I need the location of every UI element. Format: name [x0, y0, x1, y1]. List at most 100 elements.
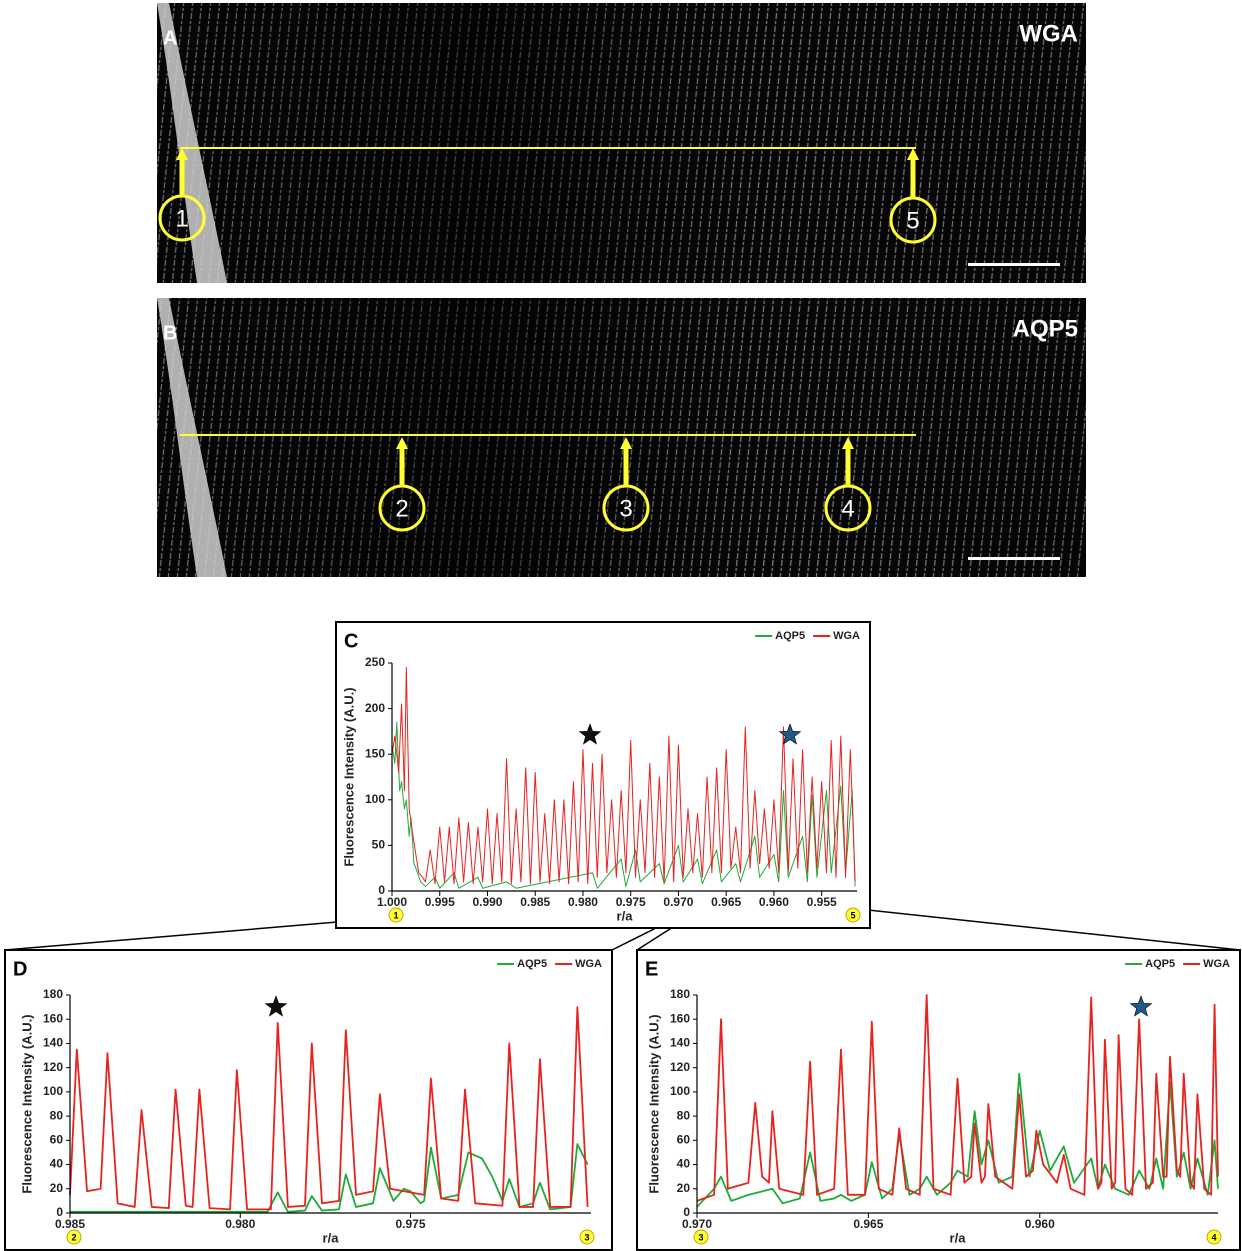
- marker-arrowhead: [620, 437, 632, 449]
- marker-arrowhead: [842, 437, 854, 449]
- legend-label: AQP5: [775, 630, 805, 642]
- y-tick-label: 0: [378, 883, 385, 897]
- series-line: [391, 721, 856, 889]
- x-axis-title: r/a: [950, 1230, 967, 1245]
- y-tick-label: 200: [365, 701, 385, 715]
- marker-number: 3: [619, 495, 632, 522]
- marker-number: 4: [841, 495, 854, 522]
- y-tick-label: 120: [43, 1060, 63, 1074]
- y-tick-label: 60: [677, 1133, 691, 1147]
- stain-label: WGA: [1019, 20, 1078, 47]
- x-tick-label: 0.975: [396, 1217, 426, 1231]
- legend-label: AQP5: [1145, 958, 1175, 970]
- y-tick-label: 60: [50, 1133, 64, 1147]
- y-tick-label: 180: [43, 987, 63, 1001]
- x-tick-label: 0.955: [807, 895, 837, 909]
- axis-marker-circle: [388, 907, 404, 923]
- x-tick-label: 1.000: [377, 895, 407, 909]
- y-axis-title: Fluorescence Intensity (A.U.): [341, 687, 356, 866]
- legend-label: WGA: [575, 958, 602, 970]
- axis-marker-circle: [1206, 1229, 1222, 1245]
- axis-marker-circle: [579, 1229, 595, 1245]
- chart-frame: [636, 949, 1241, 1251]
- x-tick-label: 0.980: [225, 1217, 255, 1231]
- y-tick-label: 0: [56, 1205, 63, 1219]
- y-tick-label: 160: [43, 1011, 63, 1025]
- axis-marker-circle: [66, 1229, 82, 1245]
- marker-circle: [889, 196, 937, 244]
- series-line: [696, 994, 1219, 1202]
- axis-marker-circle: [845, 907, 861, 923]
- stain-label: AQP5: [1013, 315, 1078, 342]
- marker-arrowhead: [907, 148, 919, 160]
- y-axis-title: Fluorescence Intensity (A.U.): [19, 1014, 34, 1193]
- y-tick-label: 20: [50, 1181, 64, 1195]
- axis-marker-circle: [693, 1229, 709, 1245]
- marker-number: 5: [906, 207, 919, 234]
- marker-circle: [824, 484, 872, 532]
- y-tick-label: 100: [365, 792, 385, 806]
- micrograph-shade: [157, 298, 1086, 577]
- y-tick-label: 0: [683, 1205, 690, 1219]
- y-tick-label: 80: [50, 1108, 64, 1122]
- panel-label: B: [163, 322, 177, 344]
- x-tick-label: 0.975: [616, 895, 646, 909]
- x-tick-label: 0.980: [568, 895, 598, 909]
- legend-label: WGA: [1203, 958, 1230, 970]
- x-tick-label: 0.960: [1025, 1217, 1055, 1231]
- x-tick-label: 0.985: [55, 1217, 85, 1231]
- x-tick-label: 0.965: [711, 895, 741, 909]
- axis-marker-number: 3: [698, 1232, 703, 1242]
- zoom-connector: [821, 893, 1241, 951]
- y-axis-title: Fluorescence Intensity (A.U.): [646, 1014, 661, 1193]
- axis-marker-number: 1: [393, 910, 398, 920]
- marker-circle: [602, 484, 650, 532]
- legend-label: AQP5: [517, 958, 547, 970]
- marker-circle: [158, 194, 206, 242]
- y-tick-label: 100: [670, 1084, 690, 1098]
- y-tick-label: 20: [677, 1181, 691, 1195]
- legend-label: WGA: [833, 630, 860, 642]
- x-axis-title: r/a: [323, 1230, 340, 1245]
- annotation-star: [1129, 995, 1153, 1017]
- panel-label: D: [13, 958, 27, 980]
- y-tick-label: 40: [677, 1157, 691, 1171]
- scale-bar: [968, 263, 1060, 266]
- x-tick-label: 0.990: [472, 895, 502, 909]
- capsule-edge: [157, 298, 227, 577]
- axis-marker-number: 2: [71, 1232, 76, 1242]
- x-tick-label: 0.970: [682, 1217, 712, 1231]
- micrograph-shade: [157, 3, 1086, 283]
- marker-circle: [378, 484, 426, 532]
- y-tick-label: 250: [365, 655, 385, 669]
- y-tick-label: 140: [670, 1036, 690, 1050]
- annotation-star: [778, 723, 802, 745]
- marker-arrowhead: [176, 148, 188, 160]
- x-tick-label: 0.960: [759, 895, 789, 909]
- axis-marker-number: 4: [1211, 1232, 1216, 1242]
- scale-bar: [968, 557, 1060, 560]
- series-line: [391, 667, 856, 885]
- annotation-star: [264, 995, 288, 1017]
- series-line: [70, 1143, 589, 1213]
- panel-label: C: [344, 630, 358, 652]
- y-tick-label: 180: [670, 987, 690, 1001]
- x-tick-label: 0.985: [520, 895, 550, 909]
- axis-marker-number: 5: [850, 910, 855, 920]
- panel-label: A: [163, 27, 177, 49]
- annotation-star: [578, 723, 602, 745]
- x-tick-label: 0.970: [663, 895, 693, 909]
- y-tick-label: 150: [365, 746, 385, 760]
- x-tick-label: 0.965: [853, 1217, 883, 1231]
- marker-number: 1: [175, 205, 188, 232]
- y-tick-label: 50: [372, 838, 386, 852]
- axis-marker-number: 3: [584, 1232, 589, 1242]
- y-tick-label: 120: [670, 1060, 690, 1074]
- y-tick-label: 80: [677, 1108, 691, 1122]
- x-tick-label: 0.995: [425, 895, 455, 909]
- marker-number: 2: [395, 495, 408, 522]
- capsule-edge: [157, 3, 227, 283]
- y-tick-label: 140: [43, 1036, 63, 1050]
- panel-label: E: [645, 958, 658, 980]
